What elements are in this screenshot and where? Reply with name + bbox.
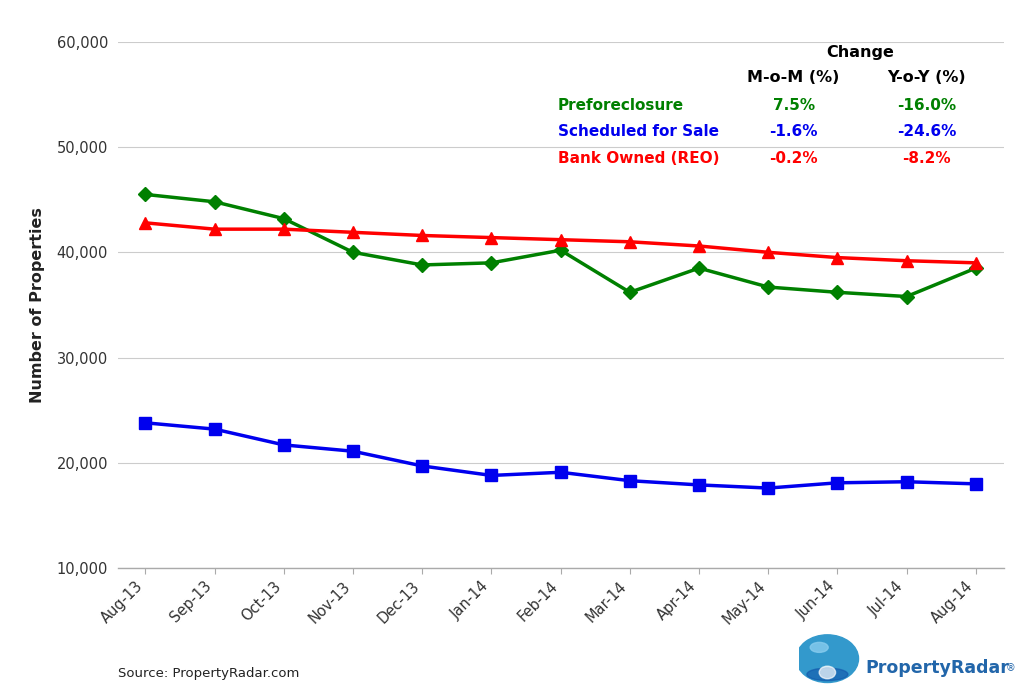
Text: Change: Change xyxy=(826,45,894,61)
Text: -1.6%: -1.6% xyxy=(769,124,818,139)
Text: PropertyRadar: PropertyRadar xyxy=(865,659,1010,677)
Text: Source: PropertyRadar.com: Source: PropertyRadar.com xyxy=(118,666,299,680)
Y-axis label: Number of Properties: Number of Properties xyxy=(31,207,45,403)
Circle shape xyxy=(819,666,836,679)
Text: Bank Owned (REO): Bank Owned (REO) xyxy=(558,151,720,166)
Text: ®: ® xyxy=(1006,663,1016,673)
Ellipse shape xyxy=(807,668,848,680)
Text: 7.5%: 7.5% xyxy=(772,98,815,113)
Text: Scheduled for Sale: Scheduled for Sale xyxy=(558,124,719,139)
Text: -16.0%: -16.0% xyxy=(897,98,956,113)
Text: -24.6%: -24.6% xyxy=(897,124,956,139)
Text: Y-o-Y (%): Y-o-Y (%) xyxy=(888,70,966,85)
Text: -8.2%: -8.2% xyxy=(902,151,951,166)
Circle shape xyxy=(797,635,858,682)
Text: -0.2%: -0.2% xyxy=(769,151,818,166)
Ellipse shape xyxy=(810,643,828,652)
Text: M-o-M (%): M-o-M (%) xyxy=(748,70,840,85)
Text: Preforeclosure: Preforeclosure xyxy=(558,98,684,113)
